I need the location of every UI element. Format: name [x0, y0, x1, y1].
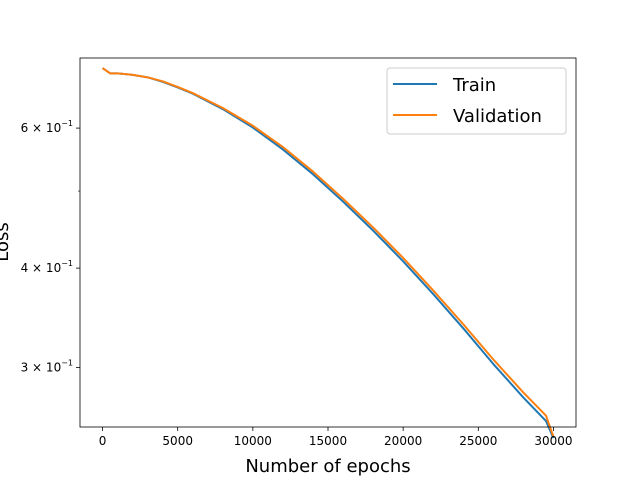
x-tick-label: 20000	[384, 434, 422, 448]
x-axis-label: Number of epochs	[245, 456, 410, 477]
x-tick-label: 5000	[162, 434, 193, 448]
y-tick-label: 3 × 10−1	[21, 358, 73, 374]
y-tick-label: 6 × 10−1	[21, 119, 73, 135]
x-tick-label: 10000	[234, 434, 272, 448]
legend-label-train: Train	[452, 75, 496, 96]
x-tick-label: 15000	[309, 434, 347, 448]
x-axis: 0 5000 10000 15000 20000 25000 30000	[99, 427, 573, 448]
series-layer	[101, 67, 555, 439]
legend: Train Validation	[386, 67, 567, 135]
series-line-validation	[101, 67, 555, 438]
x-tick-label: 0	[99, 434, 107, 448]
x-tick-label: 30000	[534, 434, 572, 448]
y-tick-label: 4 × 10−1	[21, 259, 73, 275]
x-tick-label: 25000	[459, 434, 497, 448]
y-axis-label: Loss	[0, 222, 13, 261]
legend-label-validation: Validation	[453, 106, 542, 127]
y-axis: 3 × 10−1 4 × 10−1 6 × 10−1	[21, 119, 80, 374]
